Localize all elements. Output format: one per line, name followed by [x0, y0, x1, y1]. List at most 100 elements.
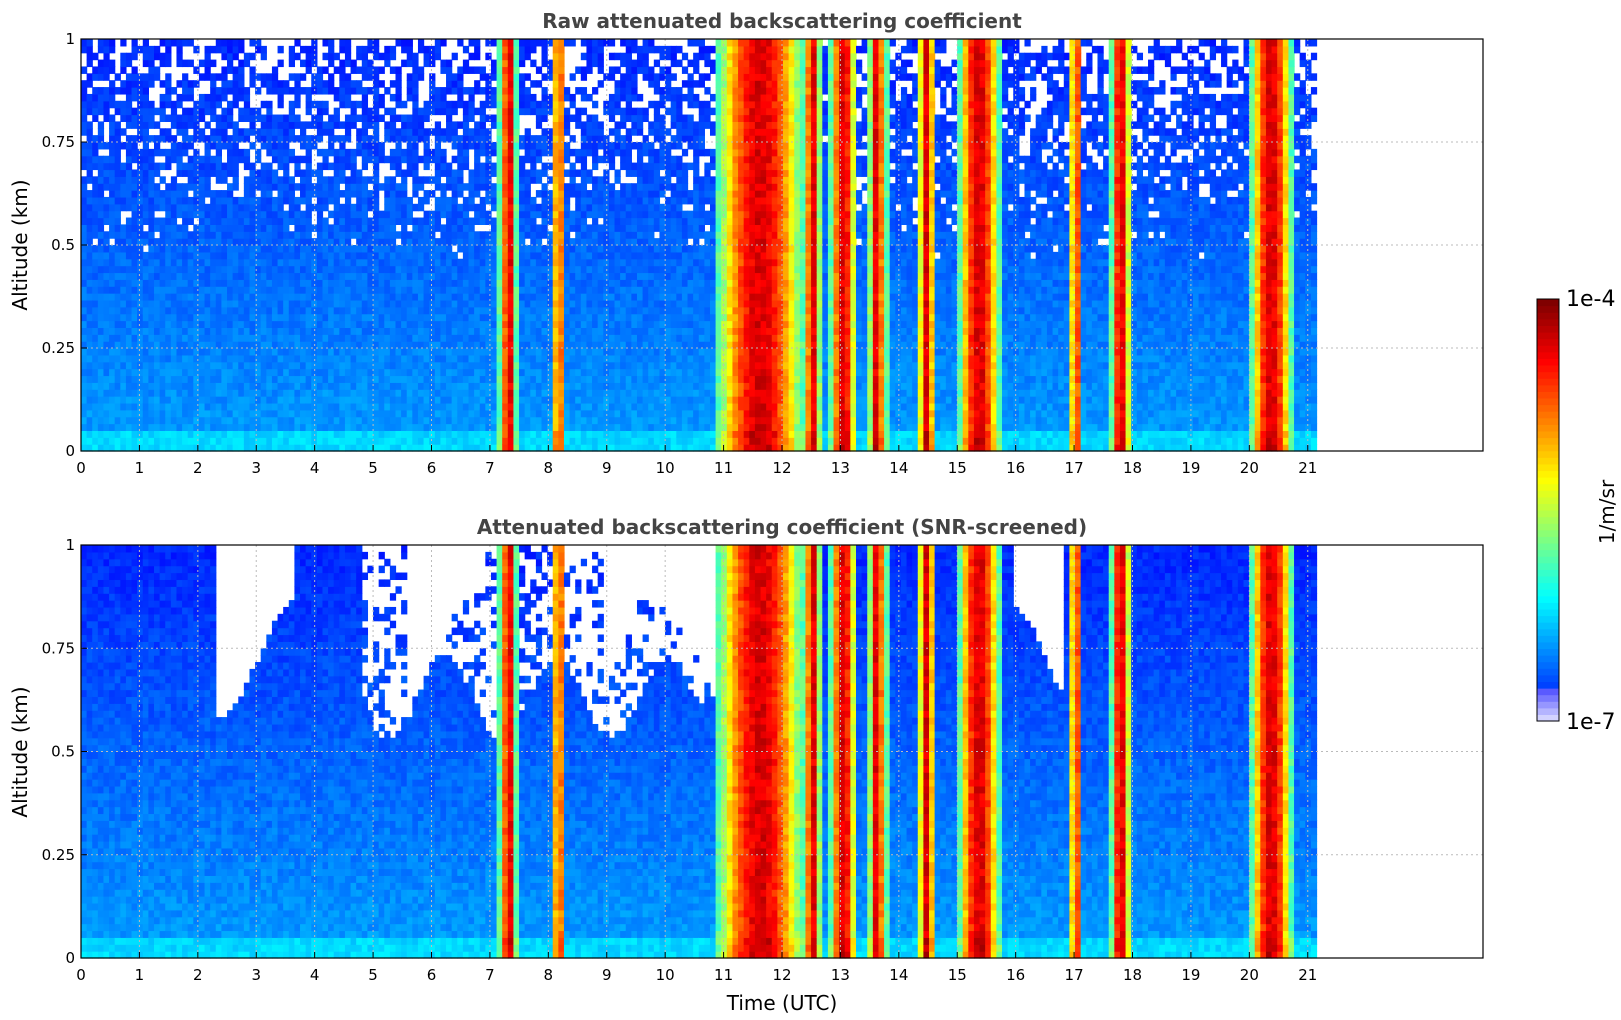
heatmap-cell — [457, 327, 464, 335]
heatmap-cell — [182, 190, 189, 198]
heatmap-cell — [271, 313, 279, 322]
heatmap-cell — [142, 293, 149, 301]
heatmap-cell — [109, 183, 116, 191]
heatmap-cell — [176, 348, 183, 356]
heatmap-cell — [502, 245, 509, 253]
heatmap-cell — [316, 190, 324, 198]
heatmap-cell — [221, 272, 228, 280]
heatmap-cell — [109, 389, 116, 397]
heatmap-cell — [519, 210, 526, 219]
heatmap-cell — [288, 279, 296, 287]
heatmap-cell — [563, 437, 571, 445]
heatmap-cell — [198, 245, 206, 253]
heatmap-cell — [406, 210, 413, 219]
heatmap-cell — [423, 368, 430, 377]
heatmap-cell — [294, 409, 301, 418]
heatmap-cell — [350, 368, 357, 377]
heatmap-cell — [232, 389, 239, 397]
heatmap-cell — [462, 306, 470, 315]
heatmap-cell — [592, 416, 599, 425]
heatmap-cell — [333, 196, 340, 205]
heatmap-cell — [86, 93, 93, 102]
heatmap-cell — [558, 203, 565, 212]
heatmap-cell — [530, 389, 537, 397]
heatmap-cell — [502, 52, 509, 61]
heatmap-cell — [367, 190, 374, 198]
heatmap-cell — [120, 196, 127, 205]
heatmap-cell — [232, 251, 239, 260]
heatmap-cell — [569, 176, 576, 184]
heatmap-cell — [333, 114, 340, 122]
heatmap-cell — [563, 313, 571, 322]
heatmap-cell — [193, 66, 200, 74]
heatmap-cell — [148, 327, 155, 335]
heatmap-cell — [451, 135, 458, 143]
heatmap-cell — [502, 162, 509, 171]
heatmap-cell — [271, 272, 279, 280]
heatmap-cell — [204, 334, 211, 342]
heatmap-cell — [255, 409, 262, 418]
heatmap-cell — [423, 361, 430, 370]
heatmap-cell — [176, 265, 183, 274]
heatmap-cell — [440, 341, 447, 349]
heatmap-cell — [198, 293, 206, 301]
heatmap-cell — [125, 87, 133, 95]
heatmap-cell — [535, 148, 543, 157]
heatmap-cell — [558, 114, 565, 122]
heatmap-cell — [384, 437, 391, 445]
heatmap-cell — [395, 402, 402, 411]
heatmap-cell — [266, 368, 273, 377]
heatmap-cell — [86, 142, 93, 150]
heatmap-cell — [462, 121, 470, 129]
heatmap-cell — [86, 217, 93, 225]
heatmap-cell — [417, 437, 425, 445]
heatmap-cell — [406, 265, 413, 274]
heatmap-cell — [462, 203, 470, 212]
heatmap-cell — [103, 341, 110, 349]
heatmap-cell — [182, 437, 189, 445]
heatmap-cell — [412, 327, 419, 335]
heatmap-cell — [221, 299, 228, 308]
heatmap-cell — [288, 238, 296, 246]
heatmap-cell — [569, 217, 576, 225]
heatmap-cell — [490, 430, 498, 438]
heatmap-cell — [322, 279, 329, 287]
heatmap-cell — [384, 444, 391, 452]
heatmap-cell — [401, 423, 408, 431]
heatmap-cell — [434, 444, 442, 452]
heatmap-cell — [474, 183, 481, 191]
heatmap-cell — [485, 238, 492, 246]
heatmap-cell — [176, 437, 183, 445]
heatmap-cell — [608, 217, 616, 225]
heatmap-cell — [316, 402, 324, 411]
heatmap-cell — [131, 142, 138, 150]
heatmap-cell — [86, 444, 93, 452]
heatmap-cell — [255, 341, 262, 349]
heatmap-cell — [142, 286, 149, 294]
heatmap-cell — [524, 444, 531, 452]
heatmap-cell — [344, 176, 352, 184]
heatmap-cell — [356, 348, 363, 356]
heatmap-cell — [580, 203, 588, 212]
heatmap-cell — [401, 128, 408, 136]
heatmap-cell — [232, 93, 239, 102]
heatmap-cell — [541, 196, 548, 205]
heatmap-cell — [457, 409, 464, 418]
heatmap-cell — [373, 142, 380, 150]
heatmap-cell — [255, 354, 262, 363]
heatmap-cell — [423, 45, 430, 54]
heatmap-cell — [97, 245, 105, 253]
heatmap-cell — [266, 80, 273, 88]
heatmap-cell — [215, 128, 222, 136]
heatmap-cell — [558, 402, 565, 411]
heatmap-cell — [502, 306, 509, 315]
heatmap-cell — [412, 320, 419, 328]
heatmap-cell — [502, 169, 509, 177]
heatmap-cell — [142, 93, 149, 102]
heatmap-cell — [401, 183, 408, 191]
heatmap-cell — [451, 299, 458, 308]
heatmap-cell — [507, 203, 515, 212]
heatmap-cell — [305, 258, 312, 267]
heatmap-cell — [468, 100, 475, 109]
heatmap-cell — [339, 245, 346, 253]
